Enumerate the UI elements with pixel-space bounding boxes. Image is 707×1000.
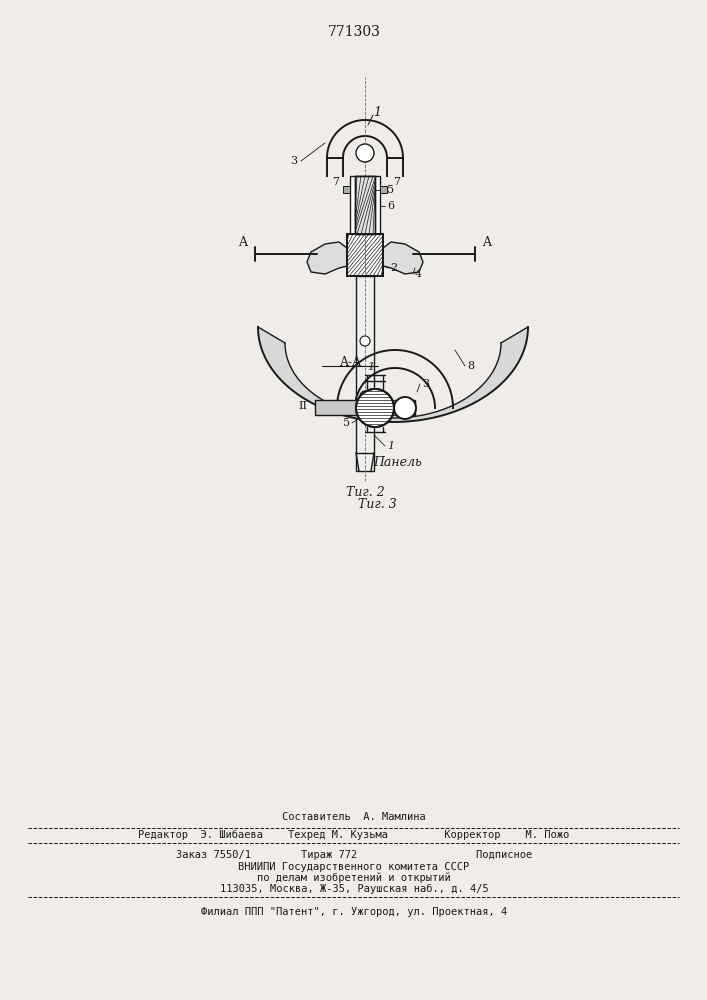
- Text: II: II: [298, 401, 307, 411]
- Bar: [347, 234, 383, 276]
- Text: 7: 7: [332, 177, 339, 187]
- Text: A-A: A-A: [339, 356, 361, 368]
- Bar: [380, 186, 387, 193]
- Text: Τиг. 2: Τиг. 2: [346, 487, 385, 499]
- Text: 1: 1: [368, 362, 375, 372]
- Circle shape: [356, 144, 374, 162]
- Polygon shape: [383, 242, 423, 274]
- Text: 4: 4: [415, 269, 422, 279]
- Text: 7: 7: [393, 177, 400, 187]
- Text: 2: 2: [390, 263, 397, 273]
- Text: 8: 8: [467, 361, 474, 371]
- Text: 5: 5: [387, 185, 394, 195]
- Bar: [350, 176, 380, 234]
- Bar: [343, 186, 350, 193]
- Text: Заказ 7550/1        Тираж 772                   Подписное: Заказ 7550/1 Тираж 772 Подписное: [176, 850, 532, 860]
- Polygon shape: [307, 242, 347, 274]
- Bar: [347, 234, 383, 276]
- Text: 3: 3: [422, 379, 429, 389]
- Text: 771303: 771303: [327, 25, 380, 39]
- Text: ВНИИПИ Государственного комитета СССР: ВНИИПИ Государственного комитета СССР: [238, 862, 469, 872]
- Text: Редактор  Э. Шибаева    Техред М. Кузьма         Корректор    М. Пожо: Редактор Э. Шибаева Техред М. Кузьма Кор…: [139, 830, 570, 840]
- Text: 1: 1: [387, 441, 394, 451]
- Bar: [355, 176, 375, 234]
- Text: Τиг. 3: Τиг. 3: [358, 498, 397, 512]
- Text: Панель: Панель: [373, 456, 422, 468]
- Circle shape: [394, 397, 416, 419]
- Text: Филиал ППП "Патент", г. Ужгород, ул. Проектная, 4: Филиал ППП "Патент", г. Ужгород, ул. Про…: [201, 907, 507, 917]
- Text: 3: 3: [290, 156, 297, 166]
- Text: по делам изобретений и открытий: по делам изобретений и открытий: [257, 873, 451, 883]
- Text: 1: 1: [373, 105, 381, 118]
- Bar: [356, 276, 374, 471]
- Circle shape: [360, 391, 370, 401]
- Text: A: A: [238, 235, 247, 248]
- Bar: [355, 176, 375, 234]
- Text: Составитель  А. Мамлина: Составитель А. Мамлина: [282, 812, 426, 822]
- Text: 6: 6: [387, 201, 394, 211]
- Circle shape: [356, 389, 394, 427]
- Text: A: A: [482, 235, 491, 248]
- Circle shape: [360, 336, 370, 346]
- Text: 113035, Москва, Ж-35, Раушская наб., д. 4/5: 113035, Москва, Ж-35, Раушская наб., д. …: [220, 884, 489, 894]
- Polygon shape: [258, 327, 528, 422]
- Text: 5: 5: [343, 418, 350, 428]
- Bar: [315, 400, 415, 415]
